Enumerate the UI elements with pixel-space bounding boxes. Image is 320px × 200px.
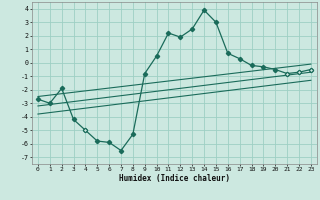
X-axis label: Humidex (Indice chaleur): Humidex (Indice chaleur) [119, 174, 230, 183]
